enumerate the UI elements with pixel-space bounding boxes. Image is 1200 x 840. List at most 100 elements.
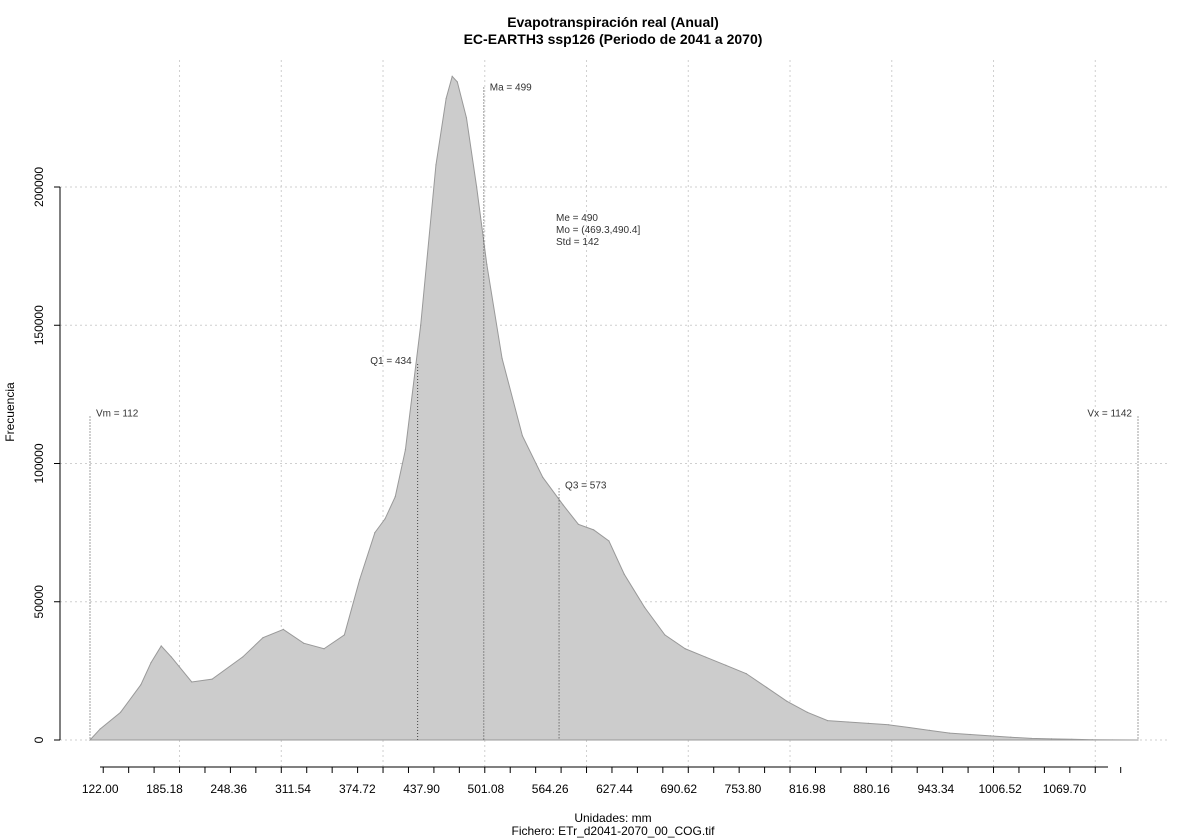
density-point — [451, 75, 453, 77]
density-point — [343, 634, 345, 636]
y-tick-label: 100000 — [32, 443, 46, 483]
stat-median: Me = 490 — [556, 213, 598, 224]
density-point — [806, 711, 808, 713]
density-point — [928, 729, 931, 731]
density-point — [394, 496, 396, 498]
density-point — [501, 357, 503, 360]
density-point — [323, 648, 325, 650]
density-point — [119, 711, 122, 713]
density-point — [170, 656, 172, 658]
stat-marker-label: Q1 = 434 — [370, 356, 412, 367]
x-tick-label: 1006.52 — [978, 782, 1022, 796]
x-tick-label: 564.26 — [532, 782, 569, 796]
density-point — [359, 579, 361, 581]
density-area — [88, 75, 1139, 741]
density-point — [191, 681, 193, 683]
density-point — [89, 739, 91, 741]
density-point — [1137, 739, 1139, 741]
x-tick-label: 437.90 — [403, 782, 440, 796]
density-point — [786, 700, 788, 702]
density-point — [384, 518, 386, 520]
density-point — [684, 648, 686, 650]
density-point — [664, 634, 666, 636]
density-point — [725, 664, 727, 666]
x-tick-label: 816.98 — [789, 782, 826, 796]
density-point — [374, 532, 376, 534]
y-axis-label: Frecuencia — [3, 382, 17, 442]
density-point — [542, 476, 544, 478]
stat-mode: Mo = (469.3,490.4] — [556, 225, 640, 236]
density-point — [562, 504, 564, 506]
density-point — [404, 449, 407, 451]
stat-marker-label: Vx = 1142 — [1087, 409, 1132, 420]
x-tick-label: 248.36 — [210, 782, 247, 796]
density-area-layer — [88, 75, 1139, 741]
density-point — [989, 735, 992, 737]
density-point — [262, 637, 264, 639]
density-point — [160, 645, 162, 647]
density-point — [1091, 739, 1093, 741]
x-tick-label: 311.54 — [275, 782, 311, 796]
density-point — [888, 724, 890, 726]
density-point — [303, 642, 305, 644]
x-tick-label: 374.72 — [339, 782, 376, 796]
x-tick-label: 122.00 — [82, 782, 119, 796]
density-point — [140, 684, 142, 686]
y-tick-label: 200000 — [32, 167, 46, 207]
x-axis-label: Unidades: mm — [574, 811, 651, 825]
x-tick-label: 1069.70 — [1043, 782, 1087, 796]
density-point — [643, 606, 646, 608]
annotation-layer: Vm = 112 Q1 = 434 Ma = 499 Q3 = 573 Vx = 114… — [89, 82, 1139, 740]
density-point — [867, 722, 869, 725]
density-point — [150, 661, 152, 664]
density-point — [827, 720, 829, 722]
y-tick-label: 150000 — [32, 305, 46, 345]
x-tick-label: 880.16 — [853, 782, 890, 796]
density-point — [435, 164, 437, 166]
density-point — [969, 733, 971, 736]
chart-subtitle: EC-EARTH3 ssp126 (Periodo de 2041 a 2070… — [464, 31, 763, 47]
density-point — [593, 529, 595, 531]
density-point — [211, 678, 213, 680]
chart-title: Evapotranspiración real (Anual) — [507, 14, 719, 30]
density-point — [577, 523, 579, 525]
density-point — [486, 263, 488, 266]
density-point — [1071, 738, 1073, 740]
stat-marker-label: Q3 = 573 — [565, 481, 607, 492]
density-point — [766, 686, 768, 689]
density-point — [445, 97, 447, 100]
x-tick-label: 690.62 — [660, 782, 697, 796]
density-point — [608, 540, 610, 542]
density-point — [420, 324, 422, 326]
density-point — [476, 186, 478, 188]
x-tick-label: 185.18 — [146, 782, 183, 796]
density-point — [456, 81, 458, 83]
density-point — [1010, 736, 1012, 738]
density-point — [1050, 738, 1053, 740]
x-tick-label: 627.44 — [596, 782, 633, 796]
file-caption: Fichero: ETr_d2041-2070_00_COG.tif — [512, 824, 716, 838]
x-axis-ticks: 122.00 185.18 248.36 311.54 374.72 437.90 501.… — [82, 767, 1122, 796]
density-point — [847, 721, 849, 723]
density-point — [1030, 737, 1032, 739]
x-tick-label: 943.34 — [918, 782, 955, 796]
stat-marker-label: Vm = 112 — [96, 409, 139, 420]
density-point — [908, 726, 910, 729]
x-tick-label: 753.80 — [725, 782, 762, 796]
density-point — [242, 656, 244, 658]
density-point — [521, 435, 524, 437]
density-point — [282, 628, 284, 631]
density-point — [704, 656, 707, 658]
density-point — [745, 673, 747, 675]
y-tick-label: 0 — [32, 736, 46, 743]
density-point — [949, 732, 951, 734]
stat-marker-label: Ma = 499 — [490, 82, 532, 93]
x-tick-label: 501.08 — [468, 782, 505, 796]
density-point — [465, 117, 468, 119]
y-tick-label: 50000 — [32, 585, 46, 619]
density-point — [99, 728, 101, 730]
density-point — [1111, 739, 1114, 741]
density-point — [623, 573, 625, 575]
y-axis-ticks: 0 50000 100000 150000 200000 — [32, 167, 60, 743]
